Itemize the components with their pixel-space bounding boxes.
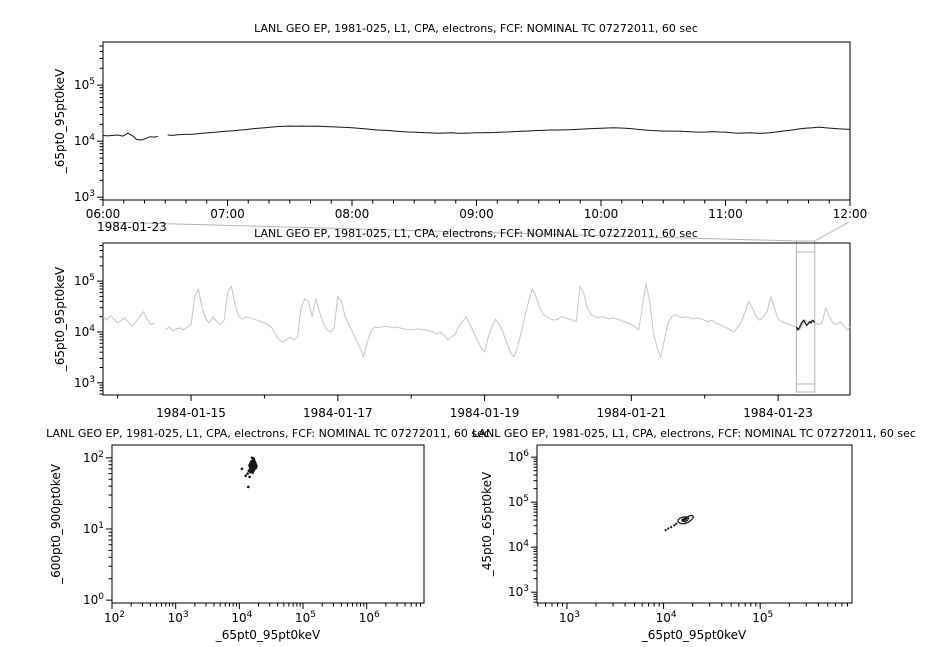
x-tick-label: 08:00 xyxy=(335,207,370,221)
x-tick-label: 105 xyxy=(295,610,316,625)
y-axis-label: _45pt0_65pt0keV xyxy=(480,471,494,577)
y-axis-label: _600pt0_900pt0keV xyxy=(49,463,63,585)
y-tick-label: 103 xyxy=(508,584,529,599)
panel-title: LANL GEO EP, 1981-025, L1, CPA, electron… xyxy=(254,227,698,240)
y-tick-label: 103 xyxy=(74,375,95,390)
y-tick-label: 103 xyxy=(74,189,95,204)
x-axis-label: _65pt0_95pt0keV xyxy=(641,628,747,642)
panel-context-timeseries: LANL GEO EP, 1981-025, L1, CPA, electron… xyxy=(53,227,851,420)
y-tick-label: 106 xyxy=(508,449,529,464)
context-overlay xyxy=(103,221,850,393)
x-tick-label: 104 xyxy=(656,610,677,625)
y-tick-label: 100 xyxy=(83,592,104,607)
panel-title: LANL GEO EP, 1981-025, L1, CPA, electron… xyxy=(254,22,698,35)
plot-area-context-timeseries[interactable] xyxy=(102,242,851,396)
x-tick-label: 10:00 xyxy=(584,207,619,221)
y-tick-label: 104 xyxy=(74,324,95,339)
plot-area-scatter-45-65[interactable] xyxy=(536,444,853,604)
y-tick-label: 104 xyxy=(508,539,529,554)
series-line xyxy=(167,125,851,136)
x-tick-label: 12:00 xyxy=(833,207,868,221)
x-tick-label: 11:00 xyxy=(708,207,743,221)
x-tick-label: 102 xyxy=(104,610,125,625)
context-zoom-box[interactable] xyxy=(795,240,816,393)
x-tick-label: 1984-01-21 xyxy=(596,406,666,420)
y-tick-label: 104 xyxy=(74,133,95,148)
series-loop xyxy=(677,515,695,525)
x-tick-label: 07:00 xyxy=(210,207,245,221)
panel-title: LANL GEO EP, 1981-025, L1, CPA, electron… xyxy=(46,427,490,440)
series-scatter xyxy=(664,522,678,532)
series-scatter xyxy=(240,456,258,489)
panel-scatter-45-65: LANL GEO EP, 1981-025, L1, CPA, electron… xyxy=(472,427,916,642)
x-tick-label: 06:00 xyxy=(86,207,121,221)
plot-area-top-timeseries[interactable] xyxy=(102,41,851,201)
context-connector-right xyxy=(814,221,850,242)
panel-scatter-600-900: LANL GEO EP, 1981-025, L1, CPA, electron… xyxy=(46,427,490,642)
axis-ticks xyxy=(106,457,422,609)
x-tick-label: 1984-01-23 xyxy=(743,406,813,420)
axis-ticks xyxy=(97,245,779,401)
y-tick-label: 105 xyxy=(74,77,95,92)
y-axis-label: _65pt0_95pt0keV xyxy=(53,266,67,372)
x-tick-label: 09:00 xyxy=(459,207,494,221)
series-line xyxy=(165,283,851,358)
y-tick-label: 102 xyxy=(83,450,104,465)
x-tick-label: 1984-01-15 xyxy=(156,406,226,420)
x-tick-label: 1984-01-19 xyxy=(450,406,520,420)
y-tick-label: 101 xyxy=(83,521,104,536)
series-line xyxy=(102,132,158,141)
context-connector-left xyxy=(103,221,797,242)
x-axis-date-label: 1984-01-23 xyxy=(97,220,167,234)
panel-title: LANL GEO EP, 1981-025, L1, CPA, electron… xyxy=(472,427,916,440)
x-tick-label: 1984-01-17 xyxy=(303,406,373,420)
plot-area-scatter-600-900[interactable] xyxy=(111,444,425,604)
y-tick-label: 105 xyxy=(74,273,95,288)
x-axis-label: _65pt0_95pt0keV xyxy=(215,628,321,642)
x-tick-label: 103 xyxy=(559,610,580,625)
axis-ticks xyxy=(97,45,851,206)
series-line xyxy=(102,311,155,327)
y-axis-label: _65pt0_95pt0keV xyxy=(53,68,67,174)
x-tick-label: 103 xyxy=(168,610,189,625)
x-tick-label: 104 xyxy=(231,610,252,625)
x-tick-label: 106 xyxy=(359,610,380,625)
panel-top-timeseries: LANL GEO EP, 1981-025, L1, CPA, electron… xyxy=(53,22,867,234)
series-line xyxy=(795,319,816,331)
y-tick-label: 105 xyxy=(508,494,529,509)
x-tick-label: 105 xyxy=(752,610,773,625)
axis-ticks xyxy=(531,456,848,609)
